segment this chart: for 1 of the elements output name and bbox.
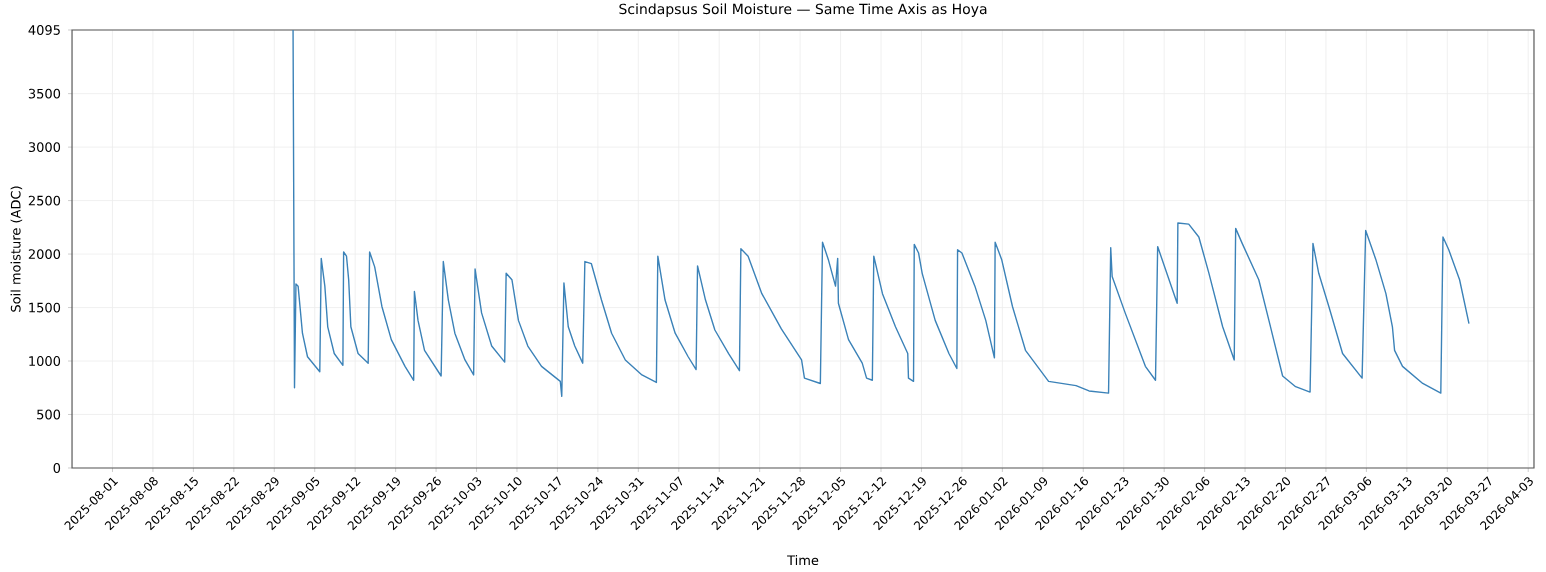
line-series xyxy=(292,29,1470,398)
